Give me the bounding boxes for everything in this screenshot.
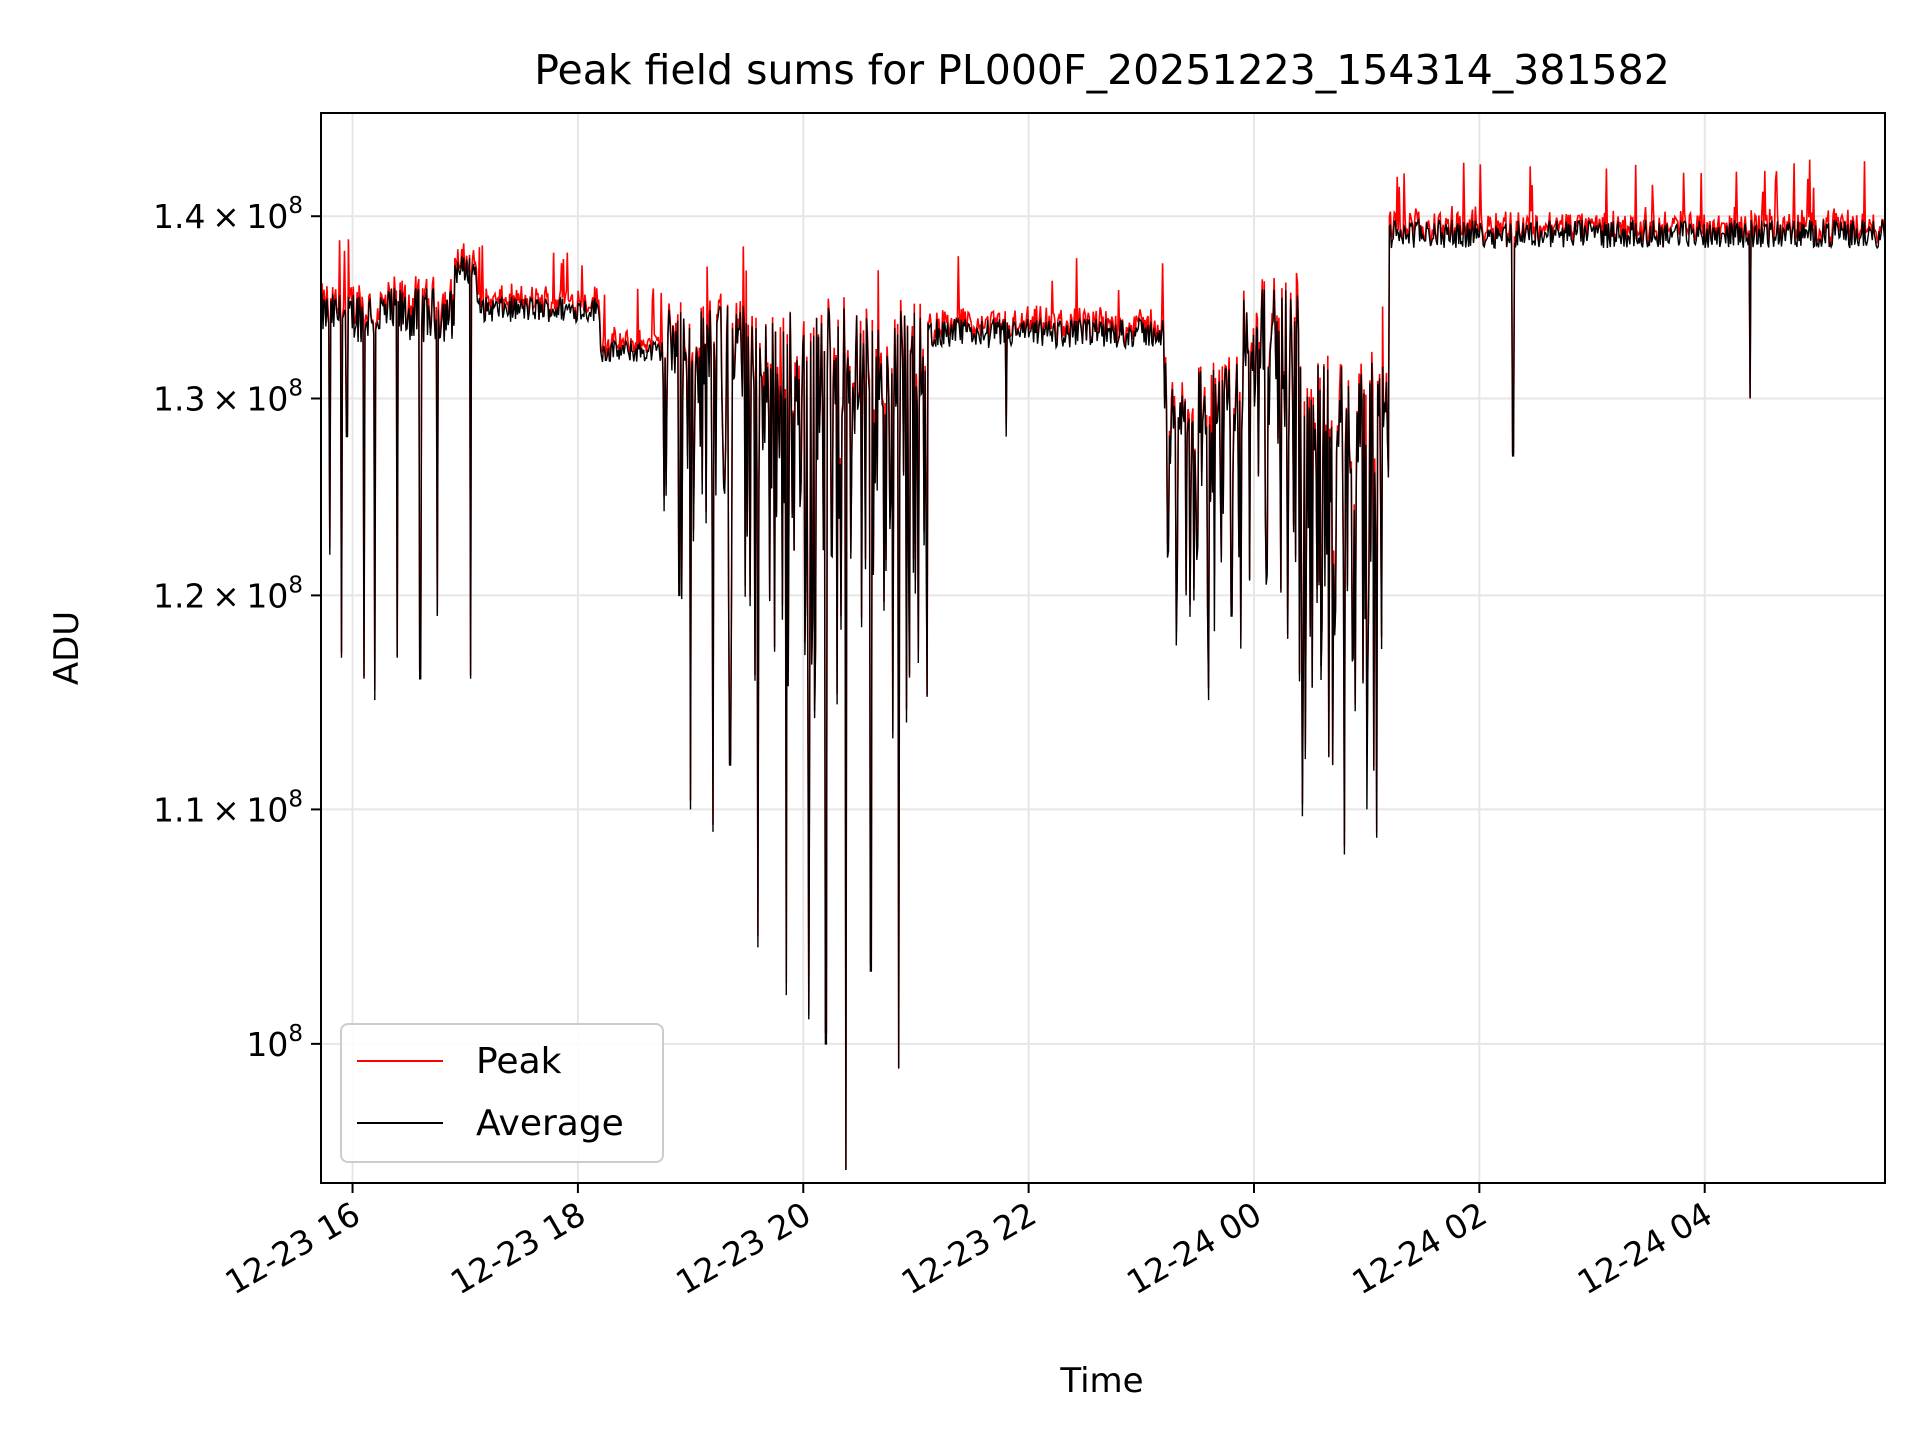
y-axis-label: ADU	[47, 611, 87, 685]
y-tick-label: 1.1 × 108	[153, 786, 303, 829]
series-peak	[321, 159, 1885, 1170]
legend-box	[340, 1023, 664, 1163]
y-tick-label: 1.4 × 108	[153, 193, 303, 236]
y-tick-label: 108	[246, 1021, 303, 1064]
chart-title: Peak field sums for PL000F_20251223_1543…	[534, 46, 1670, 94]
y-tick-label: 1.2 × 108	[153, 572, 303, 615]
legend-average-label: Average	[476, 1103, 624, 1144]
plot-frame	[320, 112, 1886, 1184]
series-average	[321, 217, 1885, 1171]
peak-line	[321, 159, 1885, 1170]
y-axis: 108 1.1 × 108 1.2 × 108 1.3 × 108 1.4 × 108	[153, 193, 321, 1064]
x-axis-label: Time	[1059, 1361, 1143, 1401]
legend: Peak Average	[340, 1023, 664, 1163]
y-tick-label: 1.3 × 108	[153, 376, 303, 419]
legend-peak-label: Peak	[476, 1041, 562, 1082]
average-line	[321, 217, 1885, 1171]
